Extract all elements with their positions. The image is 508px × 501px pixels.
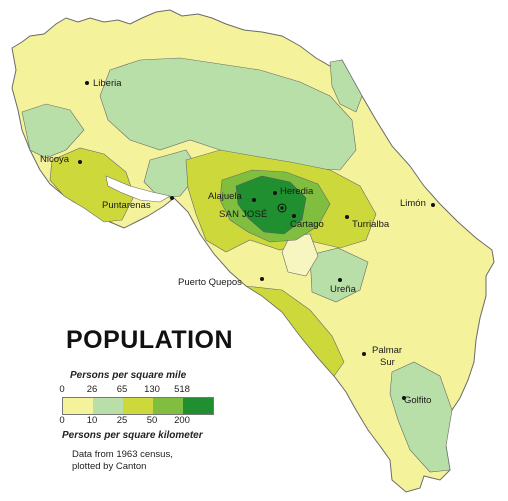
city-label: Ureña — [330, 284, 357, 295]
city-puntarenas: Puntarenas — [102, 196, 174, 211]
data-source-note: Data from 1963 census, plotted by Canton — [72, 449, 173, 473]
city-marker — [260, 277, 264, 281]
city-label: Nicoya — [40, 154, 70, 165]
region-nicoya-peninsula — [49, 147, 135, 223]
city-label: Liberia — [93, 78, 122, 89]
legend-mile-tick: 518 — [174, 384, 190, 395]
map-title: POPULATION — [66, 326, 234, 354]
city-label: Turrialba — [352, 219, 390, 230]
city-marker — [273, 191, 277, 195]
legend-swatch-low — [93, 398, 123, 414]
legend-km-tick: 0 — [59, 415, 65, 426]
region-metro-core — [235, 175, 307, 235]
city-cartago: Cartago — [290, 214, 324, 230]
legend-mile-tick: 130 — [144, 384, 160, 395]
legend-km-tick: 50 — [146, 415, 158, 426]
city-limon: Limón — [400, 198, 435, 209]
legend-mile-caption: Persons per square mile — [70, 370, 187, 381]
legend-mile-tick: 0 — [59, 384, 65, 395]
city-label: Golfito — [404, 395, 431, 406]
legend-km-tick: 200 — [174, 415, 190, 426]
region-pale-patch — [281, 233, 319, 277]
city-label: Limón — [400, 198, 426, 209]
capital-label: SAN JOSÉ — [219, 209, 268, 220]
legend-swatch-medium — [123, 398, 153, 414]
region-southern-tip — [389, 361, 453, 473]
data-source-line: plotted by Canton — [72, 461, 147, 472]
city-marker — [402, 396, 406, 400]
city-nicoya: Nicoya — [40, 154, 82, 165]
legend-swatch-highest — [183, 398, 213, 414]
gulf-of-nicoya — [105, 175, 171, 203]
region-east-strip — [329, 59, 363, 113]
city-heredia: Heredia — [273, 186, 314, 197]
city-liberia: Liberia — [85, 78, 122, 89]
city-label: Palmar — [372, 345, 402, 356]
city-label: Puntarenas — [102, 200, 151, 211]
city-marker — [345, 215, 349, 219]
city-marker — [338, 278, 342, 282]
city-label: Puerto Quepos — [178, 277, 242, 288]
city-label: Sur — [380, 357, 395, 368]
legend-km-ticks: 0 10 25 50 200 — [59, 415, 222, 427]
city-label: Alajuela — [208, 191, 243, 202]
city-palmar-sur: Palmar Sur — [362, 345, 402, 368]
city-golfito: Golfito — [402, 395, 431, 406]
city-alajuela: Alajuela — [208, 191, 256, 202]
legend-mile-tick: 26 — [86, 384, 98, 395]
region-south-pacific — [245, 285, 345, 377]
city-marker — [431, 203, 435, 207]
city-label: Cartago — [290, 219, 324, 230]
region-south-east — [309, 247, 369, 303]
legend-swatch-lowest — [63, 398, 93, 414]
legend-swatch-high — [153, 398, 183, 414]
legend-color-scale — [62, 397, 214, 415]
legend-mile-tick: 65 — [116, 384, 128, 395]
region-northwest-strip — [21, 103, 85, 159]
data-source-line: Data from 1963 census, — [72, 449, 173, 460]
city-marker — [78, 160, 82, 164]
legend-km-caption: Persons per square kilometer — [62, 430, 203, 441]
city-label: Heredia — [280, 186, 314, 197]
city-san-jose: SAN JOSÉ — [219, 203, 287, 220]
city-turrialba: Turrialba — [345, 215, 390, 230]
legend-km-tick: 25 — [116, 415, 128, 426]
region-north-central — [99, 57, 357, 171]
capital-marker — [280, 206, 284, 210]
legend-km-tick: 10 — [86, 415, 98, 426]
city-marker — [85, 81, 89, 85]
capital-marker-ring — [277, 203, 287, 213]
city-urena: Ureña — [330, 278, 357, 295]
city-marker — [170, 196, 174, 200]
legend-mile-ticks: 0 26 65 130 518 — [59, 384, 222, 396]
city-puerto-quepos: Puerto Quepos — [178, 277, 264, 288]
city-marker — [362, 352, 366, 356]
city-marker — [252, 198, 256, 202]
city-marker — [292, 214, 296, 218]
